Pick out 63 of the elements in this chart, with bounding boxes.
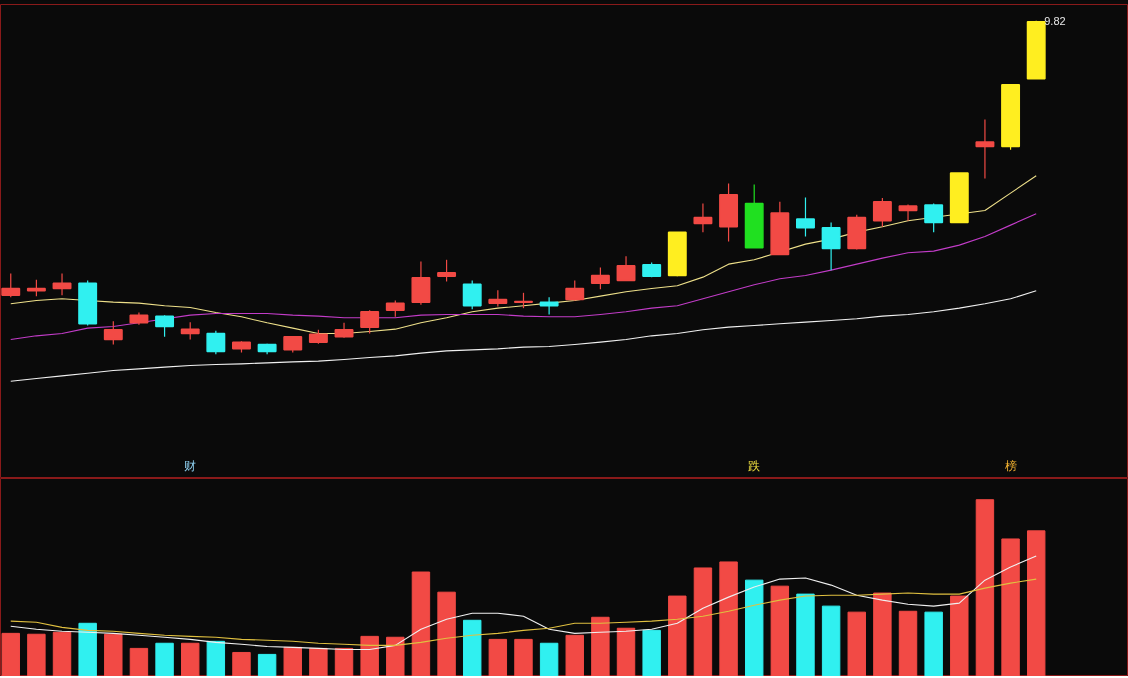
bar (386, 636, 405, 676)
bar (591, 616, 610, 676)
bar (52, 631, 72, 676)
bar (155, 642, 174, 676)
bar (514, 638, 533, 676)
bar (462, 619, 482, 676)
bar (847, 611, 866, 676)
bar (78, 622, 97, 676)
bar (642, 629, 661, 676)
bar (206, 640, 226, 676)
candlestick (590, 266, 610, 290)
candlestick (693, 202, 713, 233)
bar (975, 499, 995, 676)
text: 跌 (748, 458, 761, 473)
annotation: 9.82 (1044, 14, 1066, 27)
bar (257, 653, 277, 676)
bar (334, 647, 354, 676)
bar (950, 595, 969, 676)
candlestick (155, 314, 175, 338)
bar (27, 633, 46, 676)
bar (898, 610, 918, 676)
bar (693, 567, 713, 676)
candlestick (616, 255, 636, 282)
bar (1, 632, 20, 676)
bar (104, 633, 123, 676)
candlestick (924, 202, 944, 233)
bar (770, 585, 790, 676)
bar (488, 638, 508, 676)
bar (437, 591, 456, 676)
bar (180, 642, 200, 676)
bar (360, 635, 379, 676)
bar (539, 642, 559, 676)
candlestick (206, 330, 226, 355)
bar (565, 634, 584, 676)
candlestick (872, 197, 892, 228)
candlestick (103, 320, 123, 346)
bar (129, 647, 149, 676)
bar (873, 592, 892, 676)
bar (719, 561, 738, 676)
bar (821, 605, 841, 676)
bar (924, 611, 943, 676)
bar (1001, 538, 1020, 676)
bar (1026, 530, 1046, 676)
bar (283, 646, 302, 676)
bar (796, 593, 815, 676)
bar (232, 651, 251, 676)
bar (744, 579, 764, 676)
candlestick (975, 118, 995, 180)
bar (616, 627, 636, 676)
bar (309, 647, 328, 676)
candlestick (462, 279, 482, 310)
text: 财 (184, 458, 197, 473)
bar (668, 595, 687, 676)
candlestick (1, 272, 21, 298)
candlestick (437, 259, 457, 283)
candlestick (821, 221, 841, 271)
candlestick (898, 203, 918, 222)
candlestick (360, 309, 380, 335)
candlestick (52, 272, 72, 296)
bar (411, 571, 431, 676)
candlestick (796, 196, 815, 238)
text: 榜 (1004, 458, 1017, 473)
candlestick (539, 296, 559, 316)
